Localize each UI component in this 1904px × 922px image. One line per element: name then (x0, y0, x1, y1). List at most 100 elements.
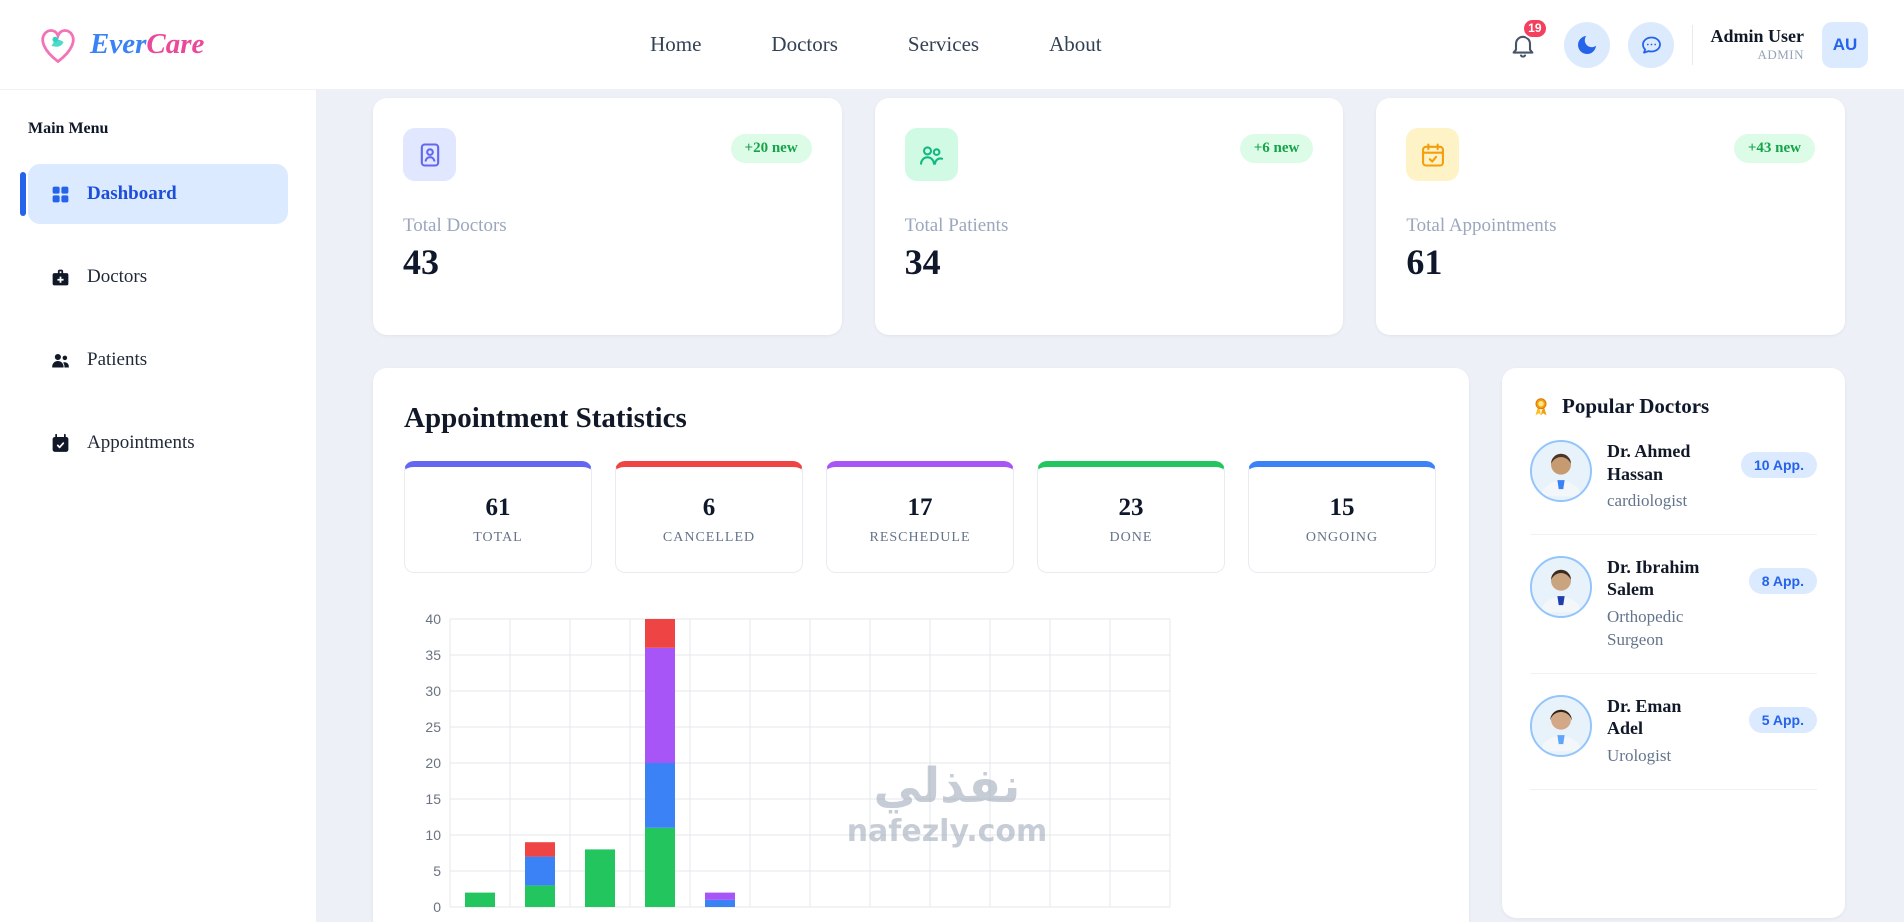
stat-card-total-patients: +6 new Total Patients 34 (874, 98, 1344, 335)
id-badge-icon (403, 128, 456, 181)
box-label: ONGOING (1305, 529, 1379, 545)
grid-icon (50, 184, 71, 205)
box-value: 61 (485, 493, 511, 521)
stat-box-cancelled: 6 CANCELLED (615, 461, 803, 573)
people-outline-icon (904, 128, 958, 181)
stat-value: 61 (1406, 242, 1443, 282)
user-name: Admin User (1710, 26, 1805, 46)
medical-bag-icon (50, 267, 71, 288)
user-role: ADMIN (1757, 47, 1804, 62)
stat-label: Total Doctors (403, 215, 507, 236)
sidebar-item-label: Patients (87, 349, 148, 370)
new-count-badge: +20 new (730, 134, 812, 163)
sidebar-item-label: Dashboard (87, 183, 177, 204)
stat-box-total: 61 TOTAL (404, 461, 592, 573)
medal-icon (1530, 396, 1552, 418)
doctor-specialty: Orthopedic Surgeon (1607, 606, 1684, 649)
user-info[interactable]: Admin User ADMIN (1711, 26, 1805, 63)
stat-label: Total Appointments (1406, 215, 1557, 236)
chat-button[interactable] (1627, 21, 1674, 68)
notifications-button[interactable]: 19 (1500, 17, 1548, 68)
top-navbar: EverCare Home Doctors Services About 19 (0, 0, 1904, 90)
sidebar-menu: Dashboard Doctors (20, 164, 288, 473)
sidebar-section-label: Main Menu (28, 120, 109, 137)
calendar-check-icon (50, 433, 71, 454)
calendar-check-icon (1406, 128, 1460, 181)
doctor-avatar (1530, 694, 1592, 757)
svg-text:35: 35 (425, 647, 441, 663)
new-count-badge: +43 new (1733, 134, 1816, 163)
box-label: RESCHEDULE (869, 529, 971, 545)
popular-doctors-header: Popular Doctors (1530, 394, 1817, 419)
main-content: +20 new Total Doctors 43 +6 new (317, 90, 1904, 922)
box-label: DONE (1109, 529, 1153, 545)
doctor-name: Dr. Ibrahim Salem (1607, 556, 1700, 600)
brand-name: EverCare (90, 28, 205, 60)
svg-text:5: 5 (433, 863, 441, 879)
appointments-count-pill: 8 App. (1748, 567, 1817, 594)
chat-bubble-icon (1639, 33, 1663, 57)
notification-badge: 19 (1522, 17, 1548, 39)
nav-link-home[interactable]: Home (650, 32, 702, 56)
navbar-divider (1691, 24, 1693, 65)
lower-row: Appointment Statistics 61 TOTAL 6 CANCEL… (373, 368, 1845, 922)
nav-link-doctors[interactable]: Doctors (771, 32, 838, 56)
brand-logo[interactable]: EverCare (36, 23, 204, 67)
appointment-statistics-card: Appointment Statistics 61 TOTAL 6 CANCEL… (373, 368, 1469, 922)
stat-box-ongoing: 15 ONGOING (1248, 461, 1436, 573)
svg-text:0: 0 (433, 899, 441, 915)
new-count-badge: +6 new (1239, 134, 1314, 163)
box-label: TOTAL (473, 529, 523, 545)
nav-link-about[interactable]: About (1049, 32, 1102, 56)
user-avatar[interactable]: AU (1822, 21, 1868, 68)
stat-box-reschedule: 17 RESCHEDULE (826, 461, 1014, 573)
svg-text:10: 10 (425, 827, 441, 843)
sidebar-item-doctors[interactable]: Doctors (28, 247, 288, 307)
svg-text:15: 15 (425, 791, 441, 807)
doctor-name: Dr. Ahmed Hassan (1607, 441, 1691, 484)
sidebar-item-label: Appointments (87, 432, 195, 453)
sidebar-item-patients[interactable]: Patients (28, 330, 288, 390)
stat-label: Total Patients (904, 215, 1009, 236)
doctor-avatar (1530, 555, 1592, 618)
appointments-count-pill: 10 App. (1740, 452, 1817, 478)
sidebar-item-dashboard[interactable]: Dashboard (20, 164, 288, 224)
stat-card-total-appointments: +43 new Total Appointments 61 (1376, 98, 1846, 335)
sidebar-item-appointments[interactable]: Appointments (28, 413, 288, 473)
moon-icon (1575, 33, 1599, 57)
stat-cards-row: +20 new Total Doctors 43 +6 new (373, 98, 1846, 335)
people-icon (50, 350, 71, 371)
doctor-avatar (1530, 440, 1592, 502)
svg-text:25: 25 (425, 719, 441, 735)
chart-area: 0 5 10 15 20 25 30 35 40 نفذلي nafezly.com (404, 611, 1194, 922)
appointment-statistics-title: Appointment Statistics (404, 402, 687, 434)
appointment-stat-boxes: 61 TOTAL 6 CANCELLED 17 RESCHEDULE 23 DO… (404, 461, 1438, 573)
main-nav: Home Doctors Services About (650, 32, 1101, 57)
doctor-name: Dr. Eman Adel (1607, 695, 1682, 739)
doctor-specialty: cardiologist (1607, 491, 1688, 510)
doctor-list-item[interactable]: Dr. Ahmed Hassan cardiologist 10 App. (1530, 419, 1817, 535)
sidebar: Main Menu Dashboard (0, 90, 317, 922)
heart-mother-baby-icon (36, 23, 80, 67)
navbar-actions: 19 (1500, 17, 1868, 68)
appointments-count-pill: 5 App. (1748, 706, 1817, 733)
doctor-list-item[interactable]: Dr. Ibrahim Salem Orthopedic Surgeon 8 A… (1530, 535, 1817, 674)
svg-text:30: 30 (425, 683, 441, 699)
popular-doctors-card: Popular Doctors Dr. Ahmed Hassan (1502, 368, 1845, 918)
dark-mode-toggle[interactable] (1563, 21, 1610, 68)
stat-card-total-doctors: +20 new Total Doctors 43 (373, 98, 842, 335)
box-value: 23 (1118, 493, 1144, 521)
active-accent-bar (20, 172, 26, 216)
doctor-specialty: Urologist (1607, 745, 1672, 765)
nav-link-services[interactable]: Services (907, 32, 980, 56)
stat-box-done: 23 DONE (1037, 461, 1225, 573)
stat-value: 34 (904, 242, 941, 282)
box-value: 15 (1329, 493, 1355, 521)
stat-value: 43 (403, 242, 439, 282)
box-label: CANCELLED (662, 529, 756, 545)
appointments-stacked-bar-chart: 0 5 10 15 20 25 30 35 40 (404, 611, 1194, 922)
sidebar-item-label: Doctors (87, 266, 148, 287)
doctor-list-item[interactable]: Dr. Eman Adel Urologist 5 App. (1530, 674, 1817, 790)
box-value: 17 (907, 493, 933, 521)
